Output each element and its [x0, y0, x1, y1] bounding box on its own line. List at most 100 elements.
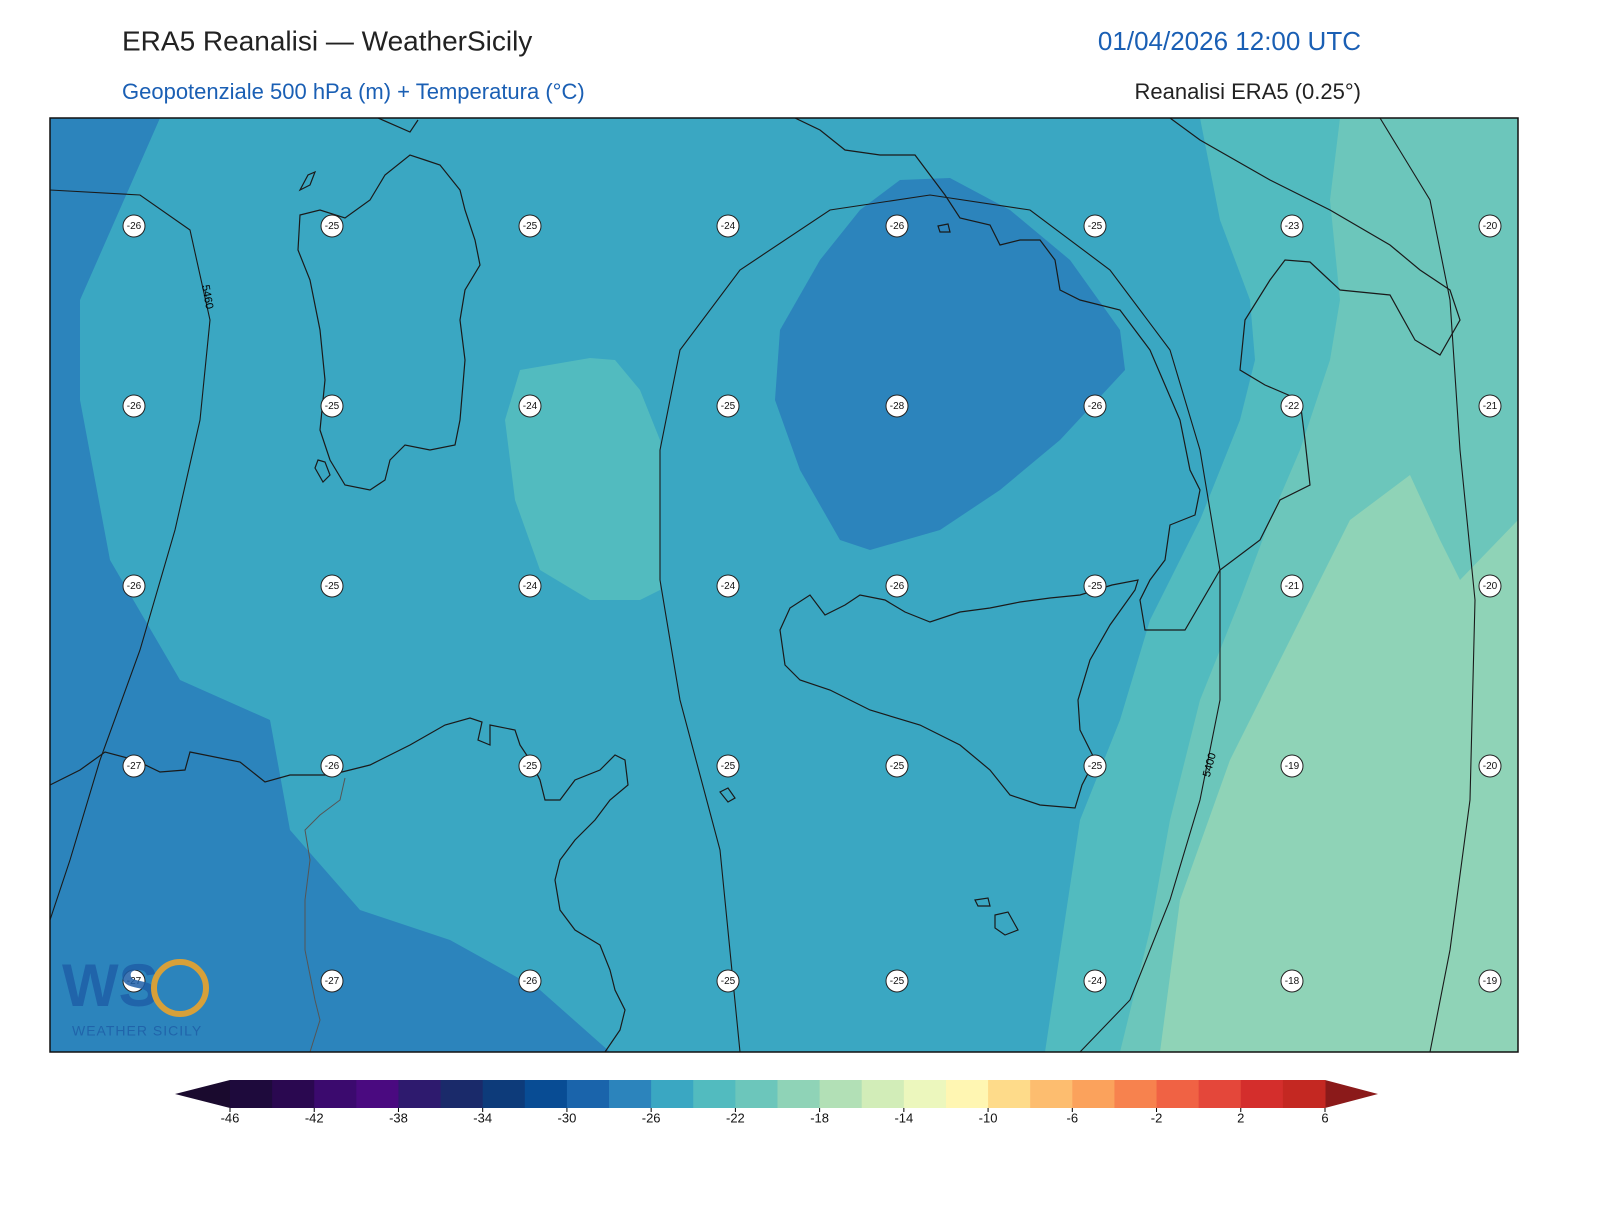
- logo-mark: WS: [62, 952, 159, 1019]
- temperature-label: -19: [1478, 969, 1502, 993]
- logo-sun: [151, 959, 209, 1017]
- label-badge: [1280, 969, 1304, 993]
- field: [50, 118, 610, 1052]
- temperature-value: -25: [325, 401, 340, 412]
- temperature-label: -25: [320, 394, 344, 418]
- temperature-value: -26: [127, 401, 142, 412]
- temperature-value: -25: [721, 761, 736, 772]
- label-badge: [716, 754, 740, 778]
- temperature-value: -26: [523, 976, 538, 987]
- temperature-label: -24: [518, 394, 542, 418]
- temperature-label: -25: [320, 574, 344, 598]
- label-badge: [518, 214, 542, 238]
- label-badge: [1478, 574, 1502, 598]
- label-badge: [1083, 394, 1107, 418]
- temperature-label: -20: [1478, 754, 1502, 778]
- label-badge: [716, 574, 740, 598]
- datetime: 01/04/2026 12:00 UTC: [1098, 26, 1361, 56]
- label-badge: [122, 754, 146, 778]
- temperature-label: -24: [518, 574, 542, 598]
- temperature-label: -25: [716, 754, 740, 778]
- temperature-label: -26: [885, 214, 909, 238]
- logo: WS WEATHER SICILY: [62, 952, 209, 1039]
- contour-line: [1379, 118, 1476, 1052]
- colorbar-tick-label: -34: [473, 1110, 492, 1125]
- label-badge: [122, 214, 146, 238]
- map-frame: [49, 117, 1519, 1053]
- temperature-value: -27: [127, 976, 142, 987]
- coastline: [297, 154, 481, 491]
- colorbar-bin: [988, 1080, 1031, 1108]
- map: 5460 5400 -26 -25 -25 -24 -26 -25 -23 -20-26 -25…: [50, 118, 1518, 1052]
- colorbar-tick-label: -22: [726, 1110, 745, 1125]
- temperature-value: -24: [523, 581, 538, 592]
- temperature-value: -26: [890, 581, 905, 592]
- temperature-label: -25: [518, 754, 542, 778]
- label-badge: [885, 969, 909, 993]
- label-badge: [1280, 394, 1304, 418]
- colorbar-tick-label: -38: [389, 1110, 408, 1125]
- label-badge: [885, 754, 909, 778]
- colorbar-bin: [1240, 1080, 1284, 1108]
- coastline: [298, 170, 331, 483]
- temperature-value: -25: [523, 221, 538, 232]
- temperature-label: -27: [122, 754, 146, 778]
- temperature-value: -26: [1088, 401, 1103, 412]
- temperature-label: -20: [1478, 574, 1502, 598]
- colorbar-bin: [861, 1080, 905, 1108]
- temperature-label: -22: [1280, 394, 1304, 418]
- temperature-label: -24: [716, 214, 740, 238]
- temperature-value: -24: [523, 401, 538, 412]
- colorbar-bin: [819, 1080, 863, 1108]
- colorbar-bin: [903, 1080, 947, 1108]
- label-badge: [122, 574, 146, 598]
- colorbar-bin: [651, 1080, 694, 1108]
- temperature-label: -25: [1083, 754, 1107, 778]
- coastline: [719, 223, 1019, 936]
- colorbar-bin: [1156, 1080, 1200, 1108]
- label-badge: [716, 214, 740, 238]
- colorbar-bin: [482, 1080, 526, 1108]
- temperature-value: -19: [1285, 761, 1300, 772]
- temperature-value: -20: [1483, 761, 1498, 772]
- temperature-label: -26: [1083, 394, 1107, 418]
- logo-text: WEATHER SICILY: [72, 1023, 202, 1039]
- label-badge: [716, 969, 740, 993]
- colorbar-bin: [524, 1080, 568, 1108]
- temperature-value: -21: [1285, 581, 1300, 592]
- temperature-label: -19: [1280, 754, 1304, 778]
- source: Reanalisi ERA5 (0.25°): [1135, 79, 1361, 104]
- contour-label: 5460: [199, 284, 215, 310]
- temperature-value: -24: [721, 221, 736, 232]
- colorbar-bin: [945, 1080, 989, 1108]
- temperature-value: -22: [1285, 401, 1300, 412]
- label-badge: [885, 394, 909, 418]
- colorbar-bin: [777, 1080, 821, 1108]
- colorbar-tick-label: -10: [979, 1110, 998, 1125]
- label-badge: [122, 969, 146, 993]
- temperature-value: -23: [1285, 221, 1300, 232]
- temperature-value: -25: [1088, 581, 1103, 592]
- temperature-label: -25: [320, 214, 344, 238]
- temperature-value: -28: [890, 401, 905, 412]
- colorbar-tick-label: -14: [894, 1110, 913, 1125]
- label-badge: [518, 969, 542, 993]
- label-badge: [1280, 754, 1304, 778]
- temperature-label: -23: [1280, 214, 1304, 238]
- colorbar-bin: [314, 1080, 357, 1108]
- colorbar-tick-label: -26: [642, 1110, 661, 1125]
- colorbar-tick-label: 2: [1237, 1110, 1244, 1125]
- temperature-label: -27: [122, 969, 146, 993]
- label-badge: [122, 394, 146, 418]
- temperature-label: -25: [518, 214, 542, 238]
- colorbar-tick-label: -42: [305, 1110, 324, 1125]
- field: [1160, 475, 1518, 1052]
- temperature-value: -24: [1088, 976, 1103, 987]
- coastline: [377, 118, 419, 133]
- colorbar-bin: [230, 1080, 273, 1108]
- label-badge: [885, 214, 909, 238]
- colorbar-bin: [1030, 1080, 1073, 1108]
- temperature-value: -25: [325, 221, 340, 232]
- temperature-value: -25: [890, 976, 905, 987]
